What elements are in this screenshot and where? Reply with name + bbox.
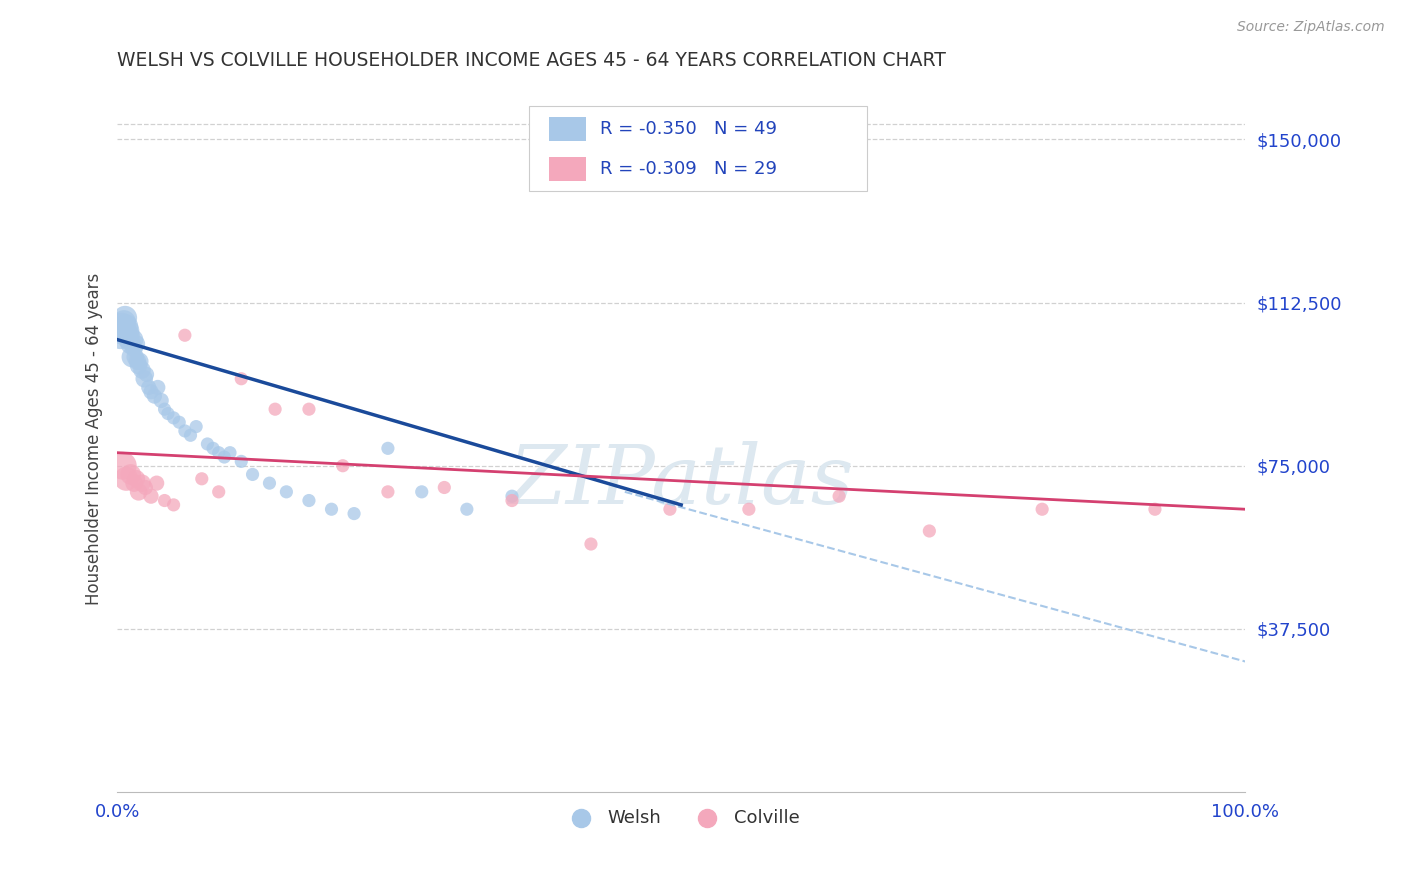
Point [114,310,136,325]
FancyBboxPatch shape [529,106,868,191]
Point [131,476,153,491]
Text: WELSH VS COLVILLE HOUSEHOLDER INCOME AGES 45 - 64 YEARS CORRELATION CHART: WELSH VS COLVILLE HOUSEHOLDER INCOME AGE… [117,51,946,70]
Point [111,319,134,334]
Point [135,368,157,382]
Point [501,489,523,503]
Point [145,476,167,491]
Point [121,350,143,364]
FancyBboxPatch shape [550,117,586,141]
Point [456,502,478,516]
Point [191,472,214,486]
Point [501,493,523,508]
Point [264,402,287,417]
Point [128,359,150,373]
Point [150,393,173,408]
Point [120,337,142,351]
Point [143,389,166,403]
Point [738,502,761,516]
Point [298,402,321,417]
Point [411,484,433,499]
Text: ZIPatlas: ZIPatlas [509,441,853,521]
Point [139,384,162,399]
FancyBboxPatch shape [550,156,586,180]
Text: R = -0.350   N = 49: R = -0.350 N = 49 [600,120,778,138]
Point [146,380,169,394]
Point [343,507,366,521]
Point [298,493,321,508]
Point [122,476,145,491]
Text: R = -0.309   N = 29: R = -0.309 N = 29 [600,160,778,178]
Point [828,489,851,503]
Point [125,337,148,351]
Point [128,484,150,499]
Point [120,467,142,482]
Point [156,407,179,421]
Point [162,410,184,425]
Point [242,467,264,482]
Text: Source: ZipAtlas.com: Source: ZipAtlas.com [1237,20,1385,34]
Point [117,324,139,338]
Point [112,315,135,329]
Point [1143,502,1166,516]
Point [127,354,149,368]
Point [111,324,134,338]
Point [202,442,225,456]
Point [579,537,602,551]
Y-axis label: Householder Income Ages 45 - 64 years: Householder Income Ages 45 - 64 years [86,272,103,605]
Point [124,350,146,364]
Point [122,333,145,347]
Point [179,428,201,442]
Point [433,481,456,495]
Point [162,498,184,512]
Point [214,450,236,464]
Point [377,484,399,499]
Point [128,354,150,368]
Point [231,372,253,386]
Point [134,481,156,495]
Point [186,419,208,434]
Point [208,484,231,499]
Point [658,502,681,516]
Point [131,363,153,377]
Point [208,445,231,459]
Point [1031,502,1053,516]
Point [153,402,176,417]
Point [197,437,219,451]
Point [332,458,354,473]
Point [117,333,139,347]
Point [138,380,160,394]
Point [276,484,298,499]
Point [173,328,195,343]
Point [377,442,399,456]
Point [173,424,195,438]
Point [125,472,148,486]
Point [118,328,141,343]
Legend: Welsh, Colville: Welsh, Colville [555,801,807,834]
Point [153,493,176,508]
Point [122,341,145,355]
Point [111,458,134,473]
Point [321,502,343,516]
Point [110,328,132,343]
Point [139,489,162,503]
Point [167,415,190,429]
Point [918,524,941,538]
Point [219,445,242,459]
Point [115,319,138,334]
Point [115,472,138,486]
Point [231,454,253,468]
Point [259,476,281,491]
Point [134,372,156,386]
